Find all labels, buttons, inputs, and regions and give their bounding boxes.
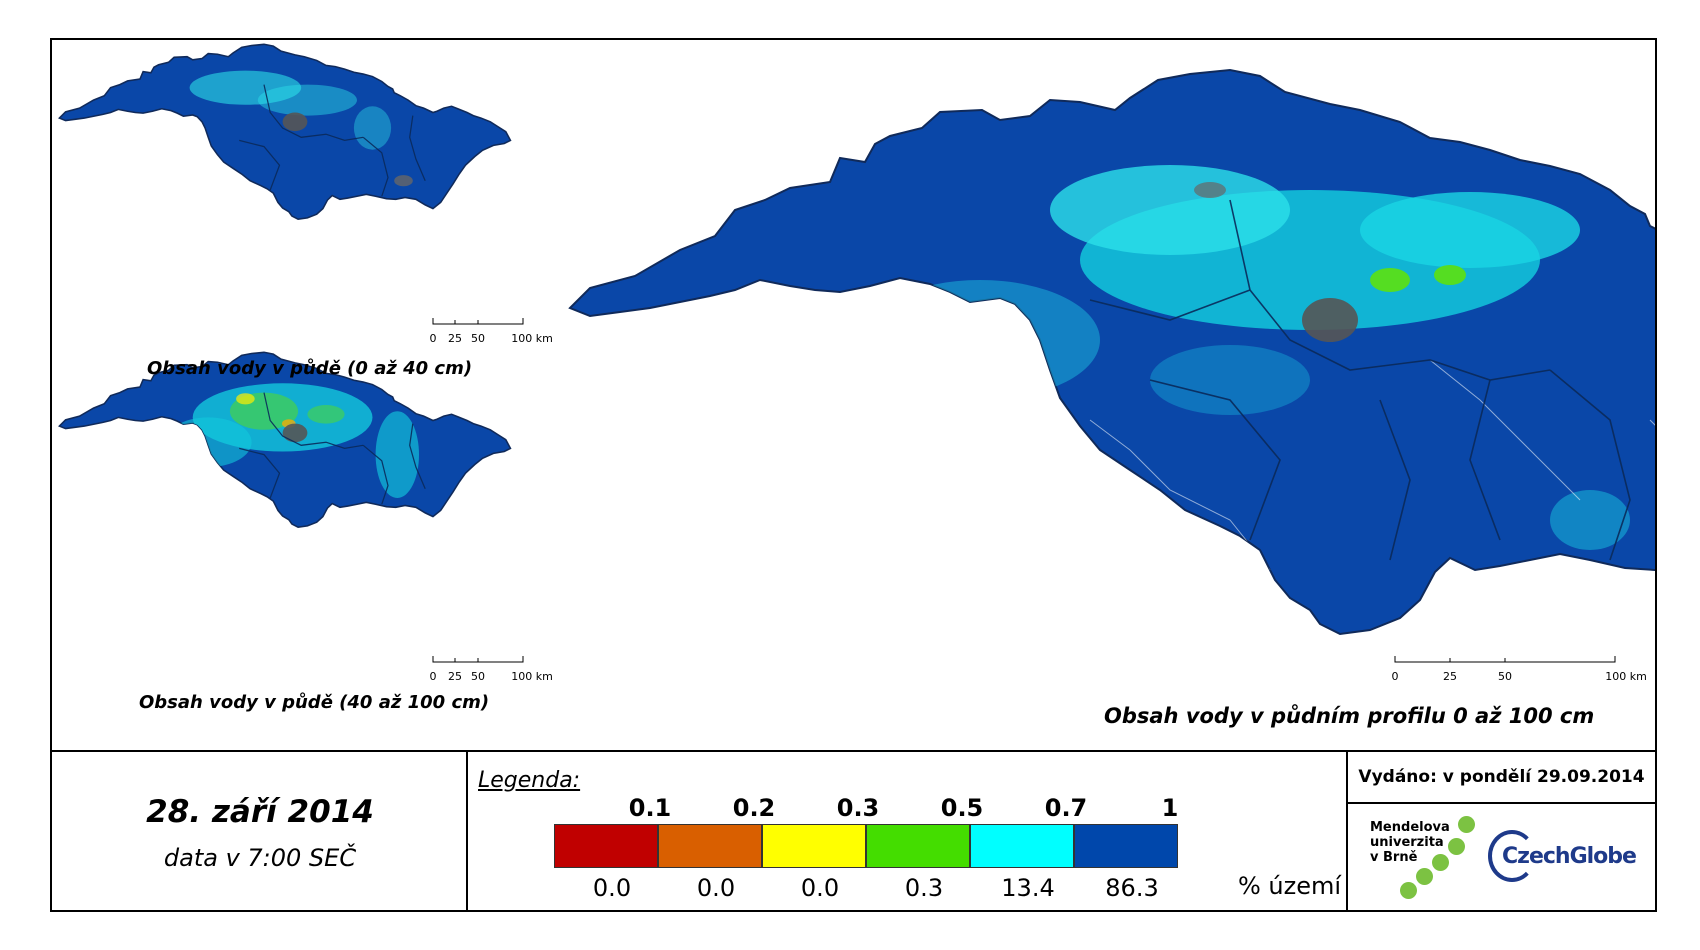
caption-small-bottom: Obsah vody v půdě (40 až 100 cm) <box>139 692 490 713</box>
issuer-cell: Vydáno: v pondělí 29.09.2014 Mendelova u… <box>1348 752 1655 912</box>
scale-label-0: 0 <box>429 332 437 345</box>
scale-label-25: 25 <box>1443 670 1457 683</box>
issued-date: Vydáno: v pondělí 29.09.2014 <box>1348 752 1655 804</box>
scalebar-large: 0 25 50 100 km <box>1391 656 1647 686</box>
scalebar-small-top: 0 25 50 100 km <box>429 318 553 348</box>
legend-upper-bound: 0.2 <box>732 794 776 822</box>
legend-percentage: 86.3 <box>1105 874 1159 902</box>
legend-upper-bound: 1 <box>1161 794 1179 822</box>
mendel-logo: Mendelova univerzita v Brně <box>1370 814 1480 904</box>
scalebar-line <box>1394 656 1616 663</box>
caption-small-top: Obsah vody v půdě (0 až 40 cm) <box>147 358 473 379</box>
czechglobe-logo-text: CzechGlobe <box>1502 844 1637 869</box>
legend-swatch <box>762 824 866 868</box>
map-frame: 0 25 50 100 km 0 25 50 100 km 0 25 50 10… <box>50 38 1657 912</box>
legend-percentage: 0.0 <box>592 874 632 902</box>
large-map <box>569 69 1655 635</box>
scale-label-0: 0 <box>1391 670 1399 683</box>
legend-swatch <box>554 824 658 868</box>
legend-swatch <box>970 824 1074 868</box>
legend-percentage: 0.0 <box>696 874 736 902</box>
legend-percentage: 13.4 <box>1001 874 1055 902</box>
legend-swatch <box>866 824 970 868</box>
scale-label-100: 100 km <box>1605 670 1647 683</box>
legend-percentage: 0.0 <box>800 874 840 902</box>
legend-swatch <box>658 824 762 868</box>
scale-label-100: 100 km <box>511 670 553 683</box>
date-cell: 28. září 2014 data v 7:00 SEČ <box>52 752 468 912</box>
info-panel: 28. září 2014 data v 7:00 SEČ Legenda: 0… <box>52 750 1655 912</box>
mendel-logo-line: univerzita <box>1370 835 1444 850</box>
scalebar-line <box>432 318 524 325</box>
scale-label-50: 50 <box>471 670 485 683</box>
scalebar-small-bottom: 0 25 50 100 km <box>429 656 553 686</box>
legend-upper-bound: 0.7 <box>1044 794 1088 822</box>
maps-svg <box>58 43 1655 635</box>
legend-percentage: 0.3 <box>904 874 944 902</box>
legend-cell: Legenda: 0.1 0.0 0.2 0.0 0.3 0.0 0.5 0.3 0.7 13.4… <box>468 752 1348 912</box>
legend-upper-bound: 0.3 <box>836 794 880 822</box>
scale-label-25: 25 <box>448 332 462 345</box>
legend-upper-bound: 0.5 <box>940 794 984 822</box>
caption-large: Obsah vody v půdním profilu 0 až 100 cm <box>1104 704 1595 728</box>
mendel-logo-line: Mendelova <box>1370 820 1450 835</box>
date-sub: data v 7:00 SEČ <box>163 844 357 872</box>
legend-title: Legenda: <box>478 768 581 793</box>
mendel-logo-text: Mendelova univerzita v Brně <box>1370 820 1450 865</box>
legend-unit: % území <box>1238 872 1342 900</box>
czechglobe-arc-icon <box>1488 830 1536 882</box>
logo-dot <box>1416 868 1433 885</box>
scale-label-100: 100 km <box>511 332 553 345</box>
scale-label-25: 25 <box>448 670 462 683</box>
map-area: 0 25 50 100 km 0 25 50 100 km 0 25 50 10… <box>52 40 1655 752</box>
small-map-top <box>58 43 512 220</box>
scale-label-50: 50 <box>471 332 485 345</box>
legend-swatch <box>1074 824 1178 868</box>
logo-dot <box>1432 854 1449 871</box>
scale-label-0: 0 <box>429 670 437 683</box>
date-main: 28. září 2014 <box>146 794 374 830</box>
mendel-logo-line: v Brně <box>1370 850 1418 865</box>
czechglobe-logo: CzechGlobe <box>1488 830 1638 886</box>
logo-dot <box>1458 816 1475 833</box>
legend-upper-bound: 0.1 <box>628 794 672 822</box>
scalebar-line <box>432 656 524 663</box>
logo-dot <box>1400 882 1417 899</box>
scale-label-50: 50 <box>1498 670 1512 683</box>
logo-dot <box>1448 838 1465 855</box>
